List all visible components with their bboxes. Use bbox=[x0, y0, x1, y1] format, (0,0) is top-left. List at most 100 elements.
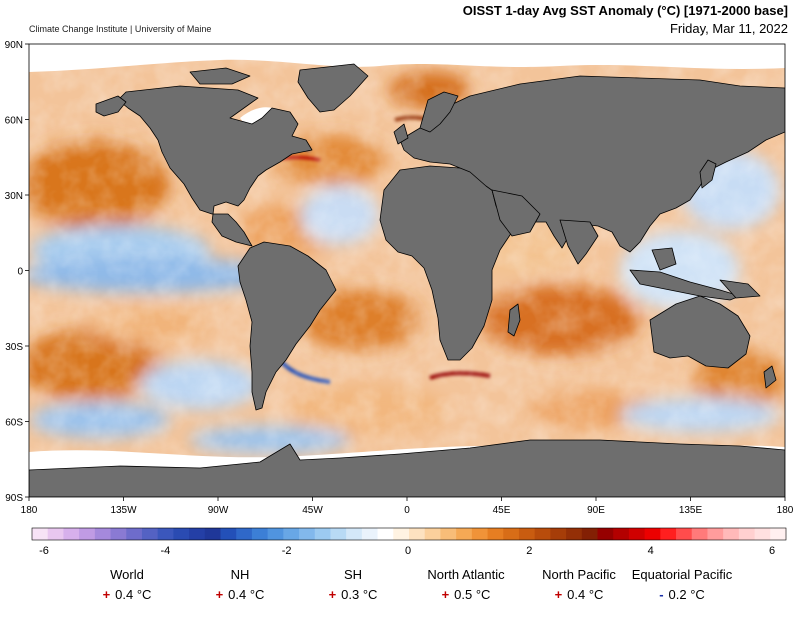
stat-sh-sign: + bbox=[328, 587, 337, 602]
colorbar-swatch bbox=[566, 528, 583, 540]
colorbar-tick-label: -6 bbox=[39, 545, 49, 557]
colorbar-swatch bbox=[707, 528, 724, 540]
colorbar-swatch bbox=[660, 528, 677, 540]
colorbar-swatch bbox=[770, 528, 787, 540]
stat-nh: NH +0.4 °C bbox=[170, 567, 310, 602]
stat-sh: SH +0.3 °C bbox=[283, 567, 423, 602]
map-title: OISST 1-day Avg SST Anomaly (°C) [1971-2… bbox=[462, 3, 788, 18]
colorbar-swatch bbox=[236, 528, 253, 540]
colorbar-swatch bbox=[299, 528, 316, 540]
colorbar-swatch bbox=[393, 528, 410, 540]
colorbar-swatch bbox=[189, 528, 206, 540]
stat-world-value: 0.4 °C bbox=[115, 587, 152, 602]
stat-world: World +0.4 °C bbox=[57, 567, 197, 602]
colorbar-swatch bbox=[518, 528, 536, 540]
colorbar-tick-label: -2 bbox=[282, 545, 292, 557]
colorbar-frame bbox=[31, 527, 787, 541]
colorbar-swatch bbox=[534, 528, 551, 540]
alaska bbox=[95, 95, 127, 117]
north-america bbox=[117, 85, 313, 247]
lat-tick-label: 60N bbox=[5, 116, 23, 127]
colorbar-swatch bbox=[79, 528, 96, 540]
colorbar-swatch bbox=[47, 528, 64, 540]
colorbar-swatch bbox=[283, 528, 300, 540]
lat-tick-label: 60S bbox=[5, 418, 23, 429]
colorbar-swatch bbox=[267, 528, 284, 540]
colorbar-swatch bbox=[691, 528, 708, 540]
colorbar-swatch bbox=[424, 528, 441, 540]
colorbar-swatch bbox=[141, 528, 159, 540]
colorbar-swatch bbox=[409, 528, 426, 540]
stat-equatorial-pacific-sign: - bbox=[659, 587, 664, 602]
stat-nh-label: NH bbox=[230, 567, 250, 582]
colorbar-swatch bbox=[314, 528, 331, 540]
colorbar-swatch bbox=[63, 528, 80, 540]
colorbar-swatch bbox=[94, 528, 112, 540]
lat-tick-label: 90S bbox=[5, 493, 23, 504]
colorbar-swatch bbox=[32, 528, 49, 540]
stat-world-sign: + bbox=[102, 587, 111, 602]
indian-subcontinent bbox=[559, 219, 599, 265]
greenland bbox=[297, 63, 369, 113]
stat-north-atlantic-sign: + bbox=[441, 587, 450, 602]
lat-tick-label: 0 bbox=[17, 267, 23, 278]
colorbar-tick-label: -4 bbox=[160, 545, 170, 557]
stat-north-pacific: North Pacific +0.4 °C bbox=[509, 567, 649, 602]
colorbar-swatch bbox=[471, 528, 489, 540]
arabian-peninsula bbox=[491, 189, 541, 237]
colorbar-tick-label: 4 bbox=[648, 545, 654, 557]
colorbar-swatch bbox=[377, 528, 394, 540]
stat-north-pacific-label: North Pacific bbox=[542, 567, 616, 582]
stat-nh-sign: + bbox=[215, 587, 224, 602]
indonesia bbox=[629, 269, 741, 301]
lon-tick-label: 45W bbox=[302, 505, 323, 516]
colorbar-swatch bbox=[346, 528, 363, 540]
stat-sh-value: 0.3 °C bbox=[341, 587, 378, 602]
colorbar-swatch bbox=[204, 528, 221, 540]
lon-tick-label: 90E bbox=[587, 505, 605, 516]
japan bbox=[699, 159, 717, 189]
colorbar-swatch bbox=[644, 528, 661, 540]
colorbar-swatch bbox=[613, 528, 630, 540]
lon-tick-label: 90W bbox=[208, 505, 229, 516]
lon-tick-label: 135E bbox=[679, 505, 703, 516]
lat-tick-label: 90N bbox=[5, 40, 23, 51]
new-zealand bbox=[763, 365, 777, 389]
credit-text: Climate Change Institute | University of… bbox=[29, 24, 212, 34]
colorbar-tick-label: 0 bbox=[405, 545, 411, 557]
colorbar-swatch bbox=[723, 528, 740, 540]
lat-tick-label: 30S bbox=[5, 342, 23, 353]
colorbar-swatch bbox=[487, 528, 504, 540]
british-isles bbox=[393, 123, 409, 145]
lon-tick-label: 0 bbox=[404, 505, 410, 516]
lat-tick-label: 30N bbox=[5, 191, 23, 202]
lon-tick-label: 135W bbox=[110, 505, 137, 516]
colorbar-swatch bbox=[330, 528, 347, 540]
stat-north-atlantic-label: North Atlantic bbox=[427, 567, 505, 582]
colorbar-swatch bbox=[361, 528, 379, 540]
colorbar-swatch bbox=[220, 528, 237, 540]
colorbar-swatch bbox=[440, 528, 457, 540]
lon-tick-label: 45E bbox=[493, 505, 511, 516]
land-masses bbox=[29, 63, 785, 497]
lon-tick-label: 180 bbox=[777, 505, 794, 516]
new-guinea bbox=[719, 279, 761, 299]
colorbar: -6 -4 -2 0 2 4 6 bbox=[31, 527, 787, 557]
stat-north-atlantic: North Atlantic +0.5 °C bbox=[396, 567, 536, 602]
colorbar-swatch bbox=[597, 528, 614, 540]
colorbar-swatch bbox=[581, 528, 598, 540]
longitude-axis: 180 135W 90W 45W 0 45E 90E 135E 180 bbox=[21, 497, 794, 516]
stat-nh-value: 0.4 °C bbox=[228, 587, 265, 602]
colorbar-swatch bbox=[173, 528, 190, 540]
stat-north-pacific-value: 0.4 °C bbox=[567, 587, 604, 602]
colorbar-swatch bbox=[126, 528, 143, 540]
map-date: Friday, Mar 11, 2022 bbox=[669, 21, 788, 36]
colorbar-tick-label: 2 bbox=[526, 545, 532, 557]
latitude-axis: 90N 60N 30N 0 30S 60S 90S bbox=[5, 40, 29, 504]
madagascar bbox=[507, 303, 521, 337]
stat-north-atlantic-value: 0.5 °C bbox=[454, 587, 491, 602]
stat-equatorial-pacific: Equatorial Pacific -0.2 °C bbox=[612, 567, 752, 602]
scandinavia bbox=[419, 91, 459, 133]
australia bbox=[649, 295, 751, 369]
